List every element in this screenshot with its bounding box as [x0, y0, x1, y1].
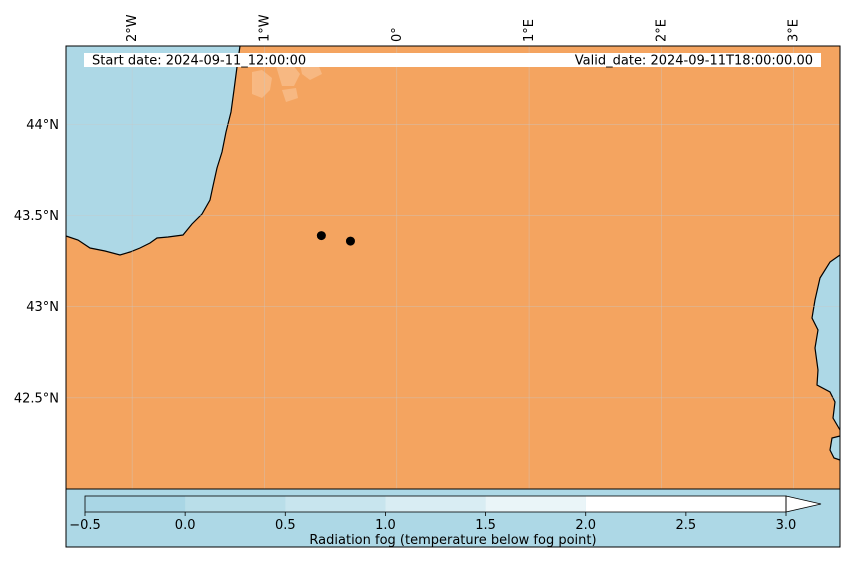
latitude-tick-label: 44°N [26, 118, 59, 133]
colorbar-tick-labels: −0.5 0.0 0.5 1.0 1.5 2.0 2.5 3.0 [69, 512, 796, 533]
colorbar-frame [65, 488, 841, 548]
longitude-tick-label: 2°W [125, 14, 140, 42]
colorbar-tick-label: 0.0 [175, 518, 196, 533]
latitude-tick-label: 43.5°N [14, 209, 59, 224]
date-header-band [84, 53, 821, 67]
colorbar-label: Radiation fog (temperature below fog poi… [309, 533, 596, 548]
longitude-tick-label: 2°E [654, 19, 669, 42]
colorbar-tick-label: 2.0 [575, 518, 596, 533]
colorbar-tick-label: 2.5 [676, 518, 697, 533]
colorbar-outline [84, 495, 787, 513]
colorbar-panel: −0.5 0.0 0.5 1.0 1.5 2.0 2.5 3.0 Radiation fog … [65, 488, 841, 548]
start-date-label: Start date: 2024-09-11_12:00:00 [92, 54, 306, 69]
colorbar-bands [85, 496, 786, 512]
coastline [65, 45, 841, 461]
longitude-tick-labels: 2°W 1°W 0° 1°E 2°E 3°E [125, 14, 802, 42]
latitude-tick-label: 43°N [26, 300, 59, 315]
colorbar-band [185, 496, 286, 512]
longitude-tick-label: 3°E [787, 19, 802, 42]
colorbar-band [85, 496, 186, 512]
land-area [66, 46, 840, 489]
terrain-patches [252, 64, 322, 102]
colorbar-tick-label: 1.5 [475, 518, 496, 533]
colorbar-tick-label: 1.0 [375, 518, 396, 533]
longitude-tick-label: 0° [390, 27, 405, 42]
map-panel: Start date: 2024-09-11_12:00:00 Valid_da… [65, 45, 841, 490]
graticule [66, 46, 840, 489]
colorbar-tick-label: −0.5 [69, 518, 101, 533]
colorbar-band [485, 496, 586, 512]
station-marker [345, 236, 355, 246]
colorbar-band [385, 496, 486, 512]
colorbar-tick-label: 3.0 [776, 518, 797, 533]
longitude-tick-label: 1°E [522, 19, 537, 42]
colorbar-tick-label: 0.5 [275, 518, 296, 533]
latitude-tick-labels: 44°N 43.5°N 43°N 42.5°N [14, 118, 59, 406]
station-marker [316, 231, 326, 241]
longitude-tick-label: 1°W [257, 14, 272, 42]
colorbar-band [585, 496, 786, 512]
station-markers [316, 231, 355, 246]
valid-date-label: Valid_date: 2024-09-11T18:00:00.00 [575, 54, 813, 69]
latitude-tick-label: 42.5°N [14, 391, 59, 406]
colorbar-band [285, 496, 386, 512]
